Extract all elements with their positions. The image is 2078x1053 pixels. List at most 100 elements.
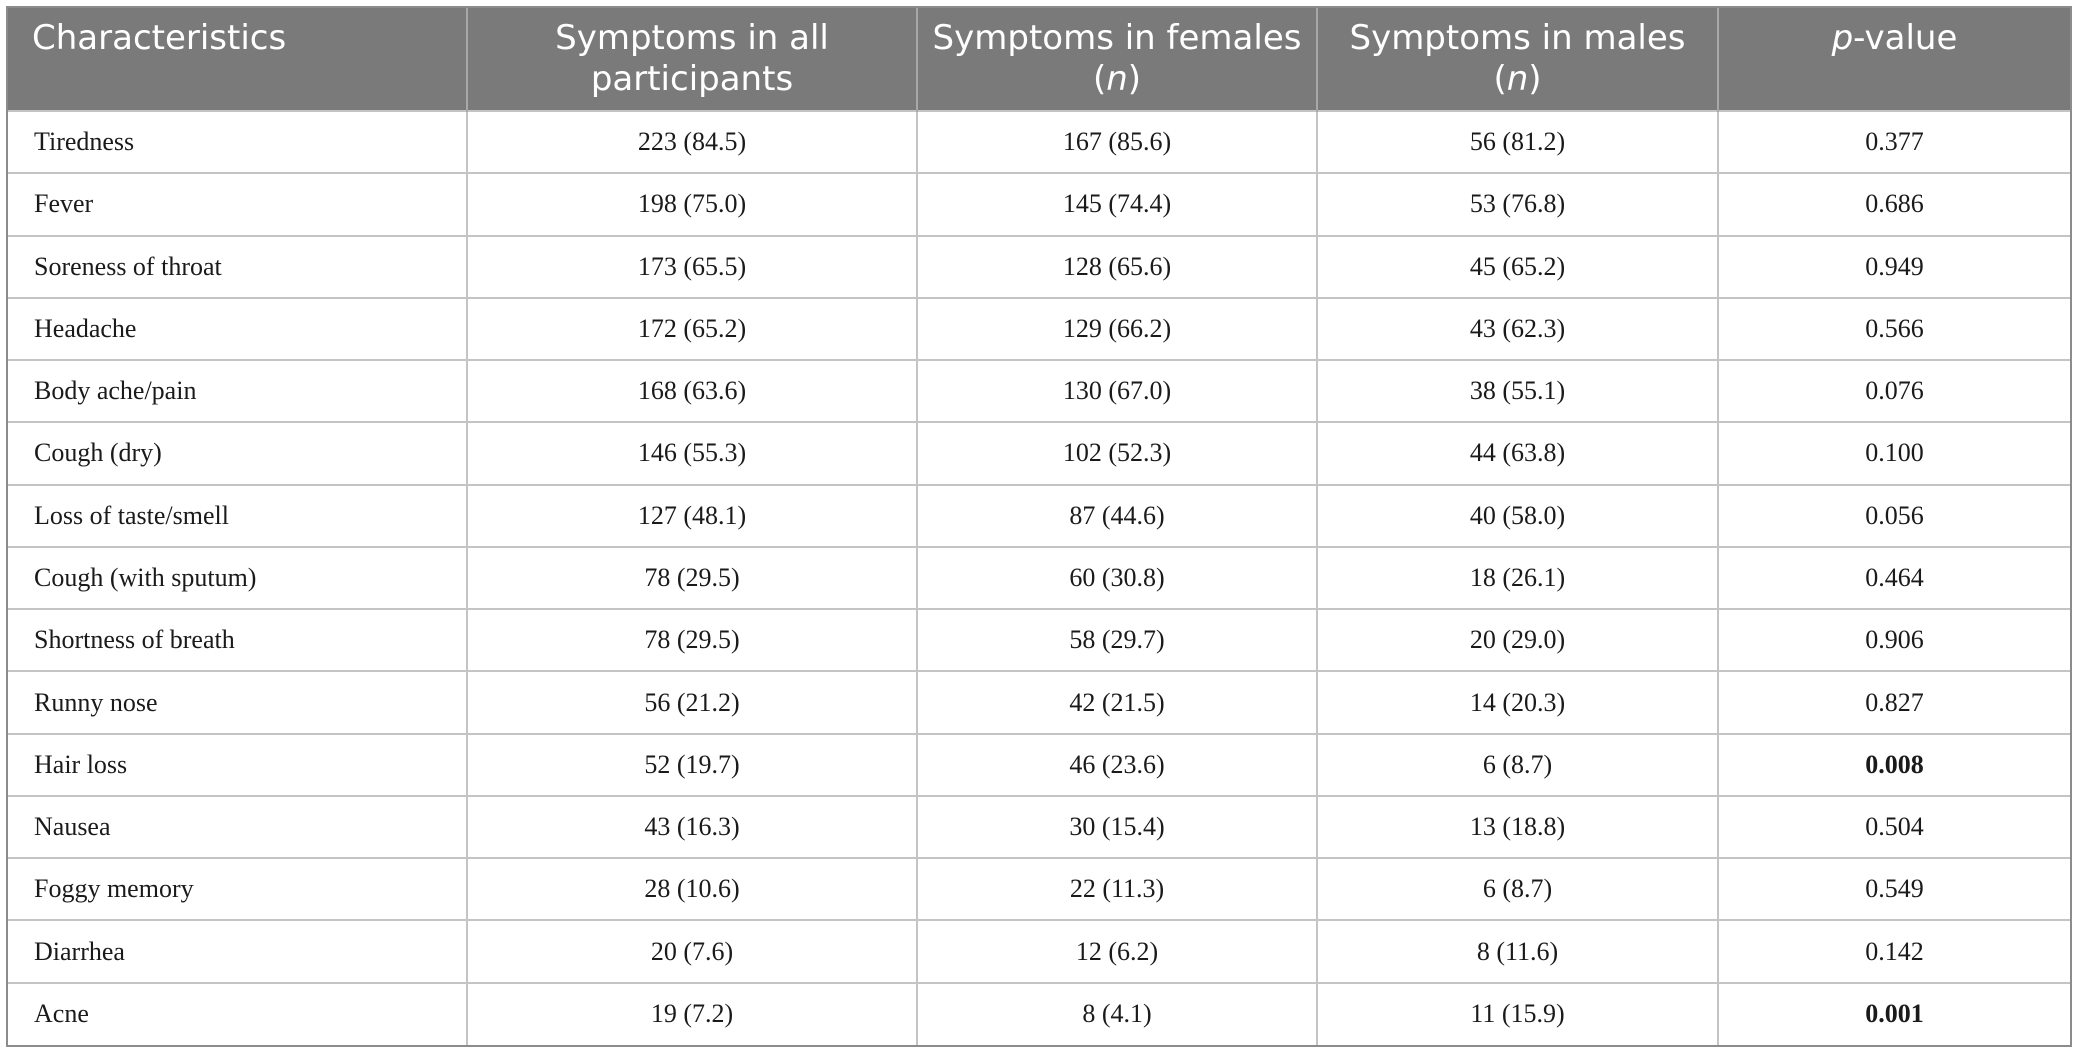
header-all-participants-label: Symptoms in all participants: [555, 18, 829, 99]
cell-all-participants: 20 (7.6): [466, 919, 918, 984]
cell-all-participants: 173 (65.5): [466, 234, 918, 299]
cell-females: 129 (66.2): [916, 296, 1318, 362]
cell-females: 22 (11.3): [916, 857, 1318, 922]
cell-all-participants: 28 (10.6): [466, 857, 918, 922]
table-body: Tiredness 223 (84.5) 167 (85.6) 56 (81.2) 0.…: [8, 109, 2070, 1045]
cell-characteristic: Runny nose: [8, 670, 468, 735]
cell-males: 38 (55.1): [1316, 359, 1719, 424]
cell-males: 6 (8.7): [1316, 732, 1719, 797]
cell-pvalue: 0.549: [1717, 857, 2070, 922]
cell-characteristic: Diarrhea: [8, 919, 468, 984]
cell-all-participants: 78 (29.5): [466, 545, 918, 611]
cell-females: 8 (4.1): [916, 981, 1318, 1045]
cell-pvalue: 0.056: [1717, 483, 2070, 548]
cell-all-participants: 198 (75.0): [466, 172, 918, 237]
cell-pvalue: 0.464: [1717, 545, 2070, 611]
table-row: Acne 19 (7.2) 8 (4.1) 11 (15.9) 0.001: [8, 981, 2070, 1045]
cell-pvalue: 0.001: [1717, 981, 2070, 1045]
header-females-n: n: [1106, 59, 1128, 99]
cell-all-participants: 146 (55.3): [466, 421, 918, 486]
table-row: Body ache/pain 168 (63.6) 130 (67.0) 38 (55…: [8, 359, 2070, 424]
cell-females: 130 (67.0): [916, 359, 1318, 424]
cell-males: 53 (76.8): [1316, 172, 1719, 237]
cell-males: 11 (15.9): [1316, 981, 1719, 1045]
cell-characteristic: Headache: [8, 296, 468, 362]
cell-males: 18 (26.1): [1316, 545, 1719, 611]
cell-pvalue: 0.686: [1717, 172, 2070, 237]
cell-females: 12 (6.2): [916, 919, 1318, 984]
table-row: Hair loss 52 (19.7) 46 (23.6) 6 (8.7) 0.008: [8, 732, 2070, 797]
table-header: Characteristics Symptoms in all particip…: [8, 8, 2070, 111]
header-characteristics: Characteristics: [8, 8, 468, 111]
cell-males: 13 (18.8): [1316, 794, 1719, 860]
cell-females: 87 (44.6): [916, 483, 1318, 548]
cell-males: 45 (65.2): [1316, 234, 1719, 299]
header-females-prefix: Symptoms in females (: [932, 18, 1302, 99]
table-row: Diarrhea 20 (7.6) 12 (6.2) 8 (11.6) 0.142: [8, 919, 2070, 984]
table-row: Cough (dry) 146 (55.3) 102 (52.3) 44 (63.8)…: [8, 421, 2070, 486]
table-row: Nausea 43 (16.3) 30 (15.4) 13 (18.8) 0.504: [8, 794, 2070, 860]
cell-females: 60 (30.8): [916, 545, 1318, 611]
cell-females: 128 (65.6): [916, 234, 1318, 299]
cell-females: 58 (29.7): [916, 608, 1318, 673]
cell-all-participants: 56 (21.2): [466, 670, 918, 735]
cell-pvalue: 0.504: [1717, 794, 2070, 860]
cell-pvalue: 0.377: [1717, 109, 2070, 175]
header-row: Characteristics Symptoms in all particip…: [8, 8, 2070, 111]
header-males-prefix: Symptoms in males (: [1349, 18, 1686, 99]
cell-characteristic: Cough (with sputum): [8, 545, 468, 611]
header-pvalue-p: p: [1831, 18, 1854, 58]
cell-pvalue: 0.100: [1717, 421, 2070, 486]
symptoms-table-container: Characteristics Symptoms in all particip…: [6, 6, 2072, 1047]
cell-all-participants: 19 (7.2): [466, 981, 918, 1045]
cell-characteristic: Foggy memory: [8, 857, 468, 922]
cell-females: 167 (85.6): [916, 109, 1318, 175]
cell-characteristic: Nausea: [8, 794, 468, 860]
cell-characteristic: Hair loss: [8, 732, 468, 797]
cell-pvalue: 0.906: [1717, 608, 2070, 673]
cell-females: 102 (52.3): [916, 421, 1318, 486]
cell-all-participants: 78 (29.5): [466, 608, 918, 673]
header-females-suffix: ): [1127, 59, 1142, 99]
cell-characteristic: Tiredness: [8, 109, 468, 175]
cell-characteristic: Shortness of breath: [8, 608, 468, 673]
header-males-suffix: ): [1528, 59, 1542, 99]
cell-pvalue: 0.566: [1717, 296, 2070, 362]
cell-all-participants: 43 (16.3): [466, 794, 918, 860]
cell-pvalue: 0.076: [1717, 359, 2070, 424]
cell-characteristic: Fever: [8, 172, 468, 237]
cell-males: 8 (11.6): [1316, 919, 1719, 984]
cell-all-participants: 172 (65.2): [466, 296, 918, 362]
cell-pvalue: 0.008: [1717, 732, 2070, 797]
cell-males: 40 (58.0): [1316, 483, 1719, 548]
cell-characteristic: Soreness of throat: [8, 234, 468, 299]
cell-females: 42 (21.5): [916, 670, 1318, 735]
table-row: Runny nose 56 (21.2) 42 (21.5) 14 (20.3) 0.8…: [8, 670, 2070, 735]
table-row: Shortness of breath 78 (29.5) 58 (29.7) 20 …: [8, 608, 2070, 673]
cell-all-participants: 127 (48.1): [466, 483, 918, 548]
cell-characteristic: Cough (dry): [8, 421, 468, 486]
cell-males: 43 (62.3): [1316, 296, 1719, 362]
table-row: Foggy memory 28 (10.6) 22 (11.3) 6 (8.7) 0.5…: [8, 857, 2070, 922]
cell-females: 46 (23.6): [916, 732, 1318, 797]
table-row: Headache 172 (65.2) 129 (66.2) 43 (62.3) 0.5…: [8, 296, 2070, 362]
table-row: Fever 198 (75.0) 145 (74.4) 53 (76.8) 0.686: [8, 172, 2070, 237]
cell-all-participants: 52 (19.7): [466, 732, 918, 797]
cell-characteristic: Loss of taste/smell: [8, 483, 468, 548]
header-pvalue: p-value: [1717, 8, 2070, 111]
cell-males: 20 (29.0): [1316, 608, 1719, 673]
cell-characteristic: Body ache/pain: [8, 359, 468, 424]
header-all-participants: Symptoms in all participants: [466, 8, 918, 111]
header-males-n: n: [1506, 59, 1529, 99]
cell-males: 14 (20.3): [1316, 670, 1719, 735]
header-males: Symptoms in males (n): [1316, 8, 1719, 111]
cell-males: 44 (63.8): [1316, 421, 1719, 486]
cell-pvalue: 0.142: [1717, 919, 2070, 984]
cell-characteristic: Acne: [8, 981, 468, 1045]
table-row: Loss of taste/smell 127 (48.1) 87 (44.6) 40…: [8, 483, 2070, 548]
header-characteristics-label: Characteristics: [32, 18, 287, 58]
cell-pvalue: 0.827: [1717, 670, 2070, 735]
cell-females: 30 (15.4): [916, 794, 1318, 860]
table-row: Cough (with sputum) 78 (29.5) 60 (30.8) 18 …: [8, 545, 2070, 611]
cell-all-participants: 168 (63.6): [466, 359, 918, 424]
